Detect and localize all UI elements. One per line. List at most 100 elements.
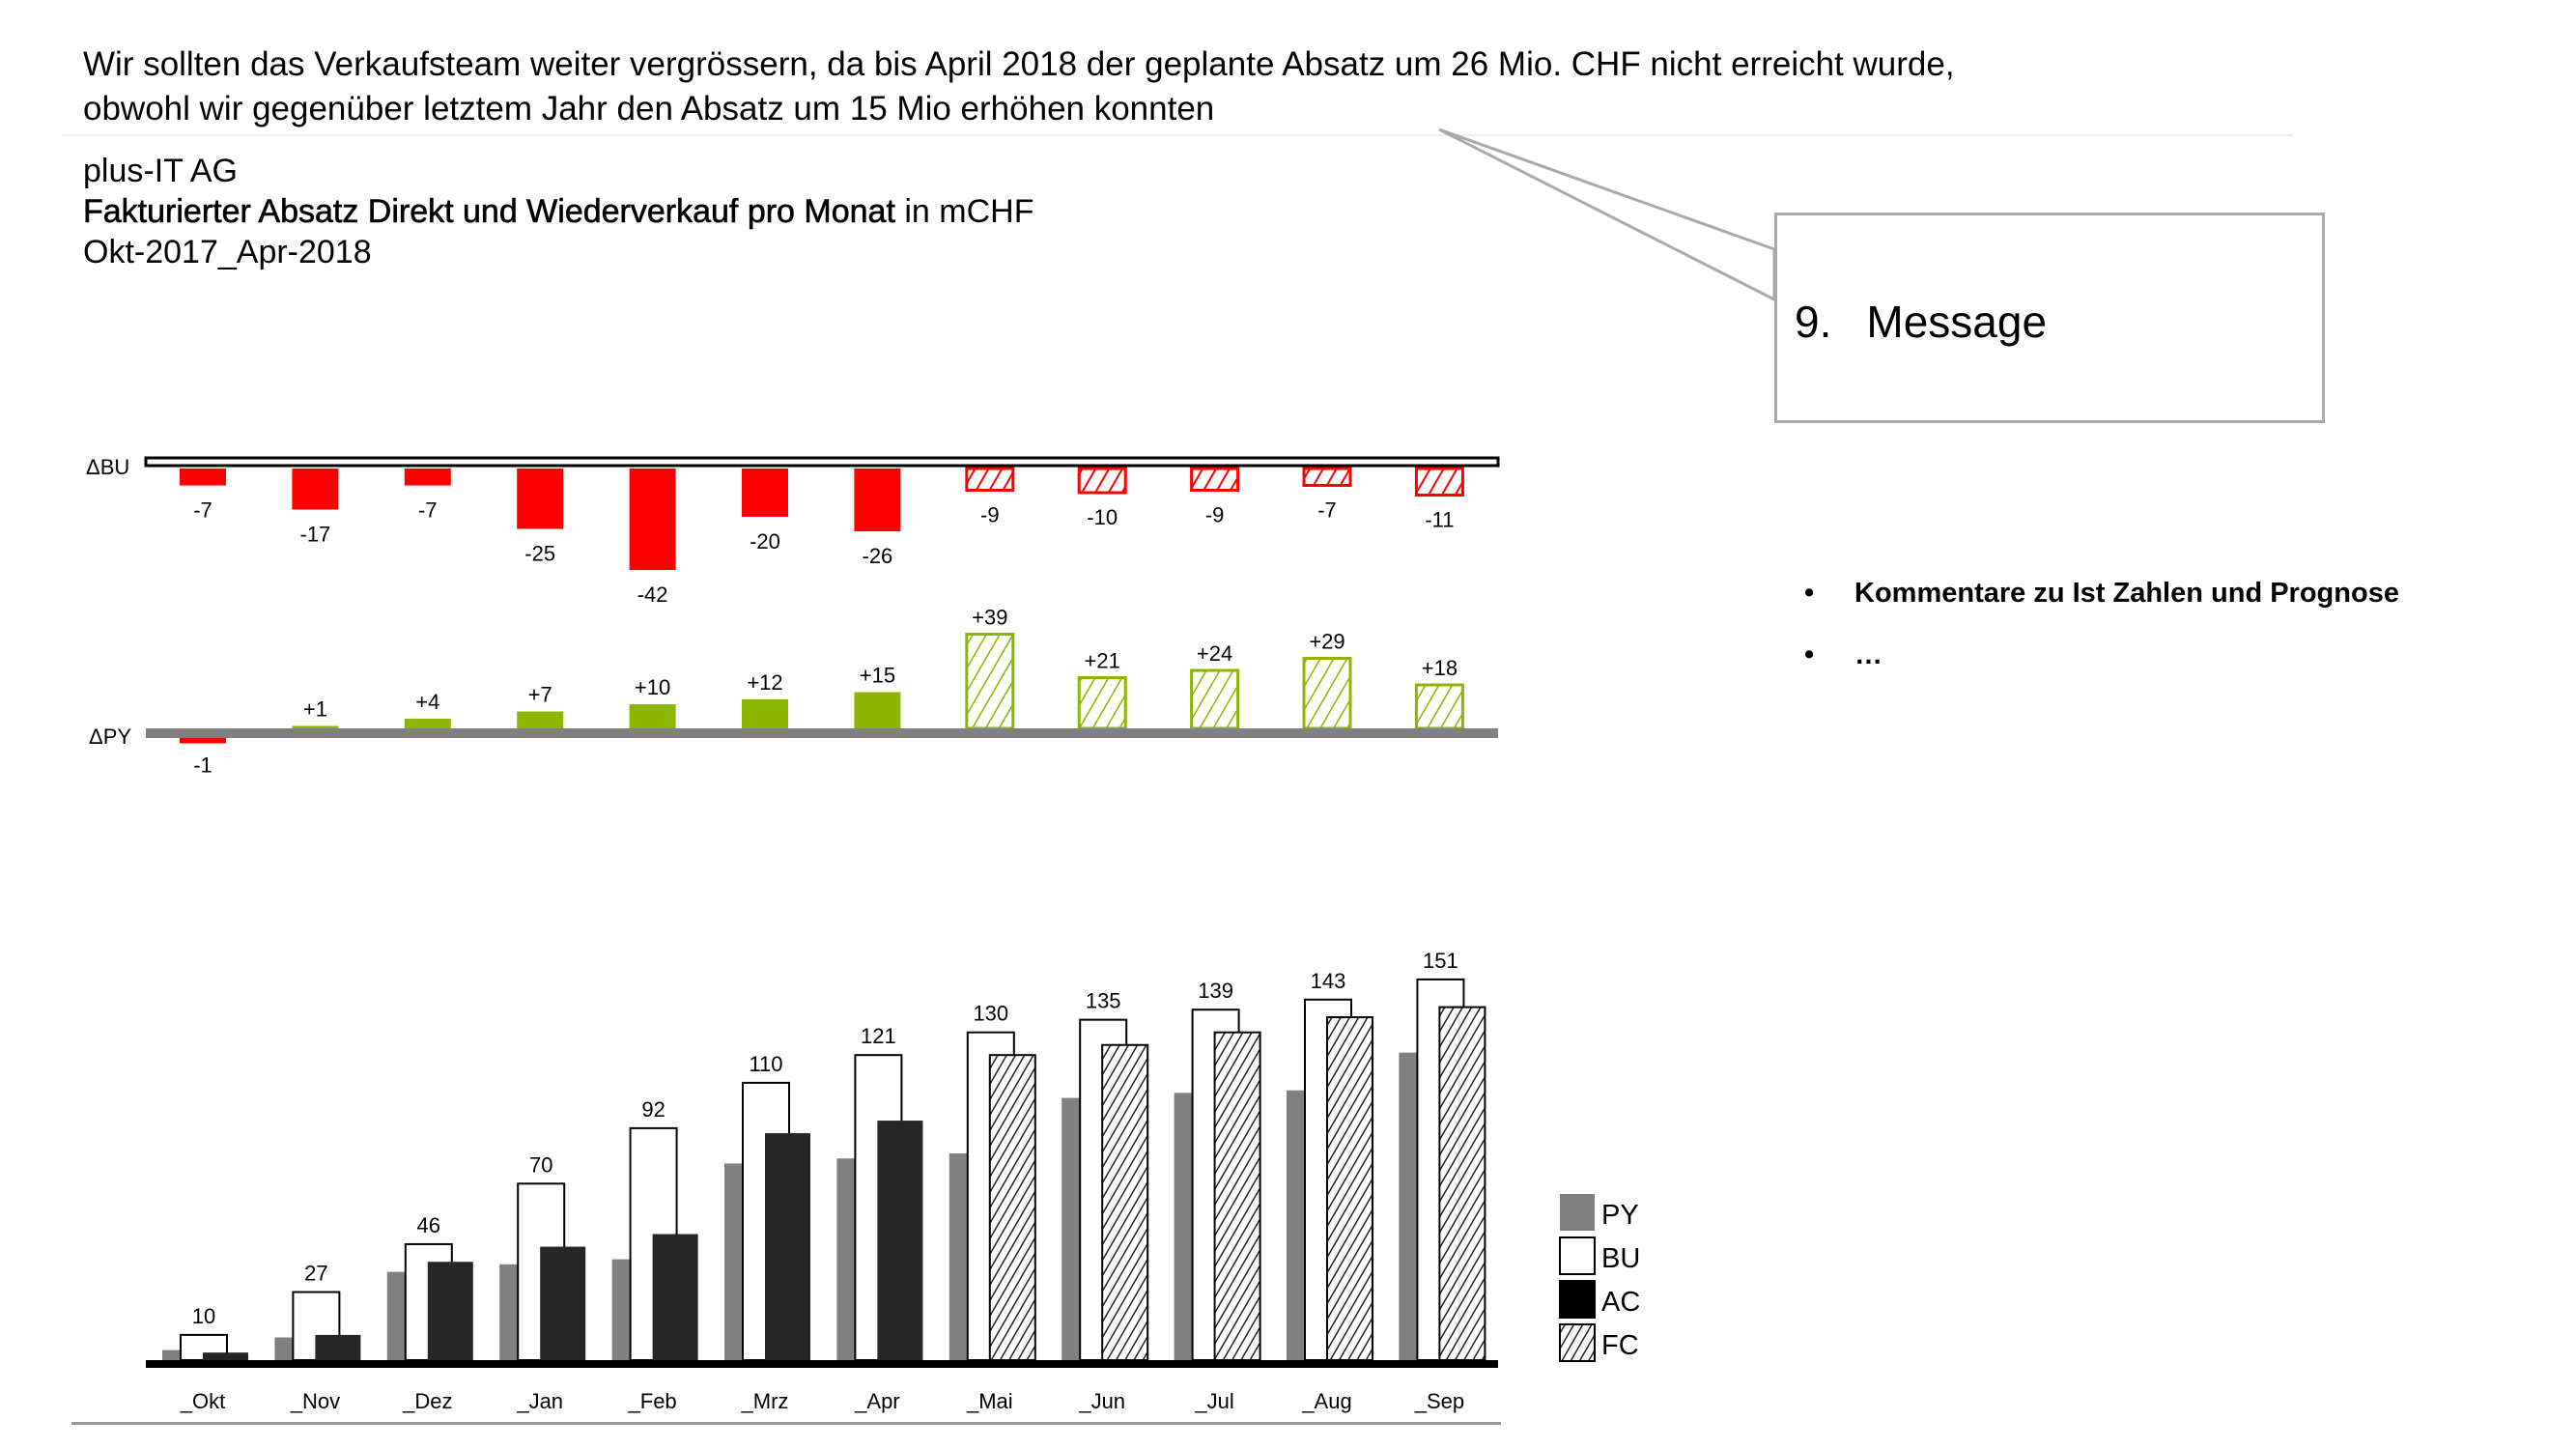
- delta-bu-label: -7: [1317, 498, 1337, 523]
- bu-value-label: 139: [1198, 979, 1233, 1003]
- py-bar: [1062, 1097, 1081, 1360]
- callout-label: Message: [1866, 297, 2048, 347]
- py-bar: [611, 1259, 631, 1360]
- delta-py-label: +29: [1309, 630, 1345, 654]
- delta-py-bar: [1302, 657, 1352, 730]
- py-bar: [386, 1271, 406, 1360]
- delta-py-label: +10: [635, 675, 670, 699]
- callout-pointer: [1438, 128, 1776, 302]
- py-bar: [274, 1337, 294, 1360]
- delta-bu-axis: [144, 456, 1500, 468]
- comment-item: …: [1854, 639, 1882, 670]
- ac-bar: [765, 1133, 810, 1360]
- fc-bar: [1101, 1043, 1149, 1361]
- chart-bottom-line: [71, 1422, 1501, 1425]
- delta-py-bar: [292, 725, 339, 728]
- bu-value-label: 10: [192, 1304, 215, 1328]
- delta-py-bar: [1077, 676, 1127, 730]
- delta-bu-bar: [965, 467, 1015, 492]
- message-callout-box: [1774, 213, 2325, 423]
- delta-py-bar: [854, 692, 901, 728]
- delta-py-label: +39: [972, 606, 1007, 630]
- ac-bar: [652, 1234, 698, 1360]
- delta-bu-label: -9: [980, 503, 1000, 527]
- delta-py-bar: [965, 633, 1015, 730]
- bu-value-label: 130: [973, 1002, 1008, 1026]
- bu-value-label: 143: [1311, 969, 1346, 993]
- month-label: _Okt: [180, 1389, 225, 1413]
- month-label: _Mai: [966, 1389, 1013, 1413]
- delta-bu-label: -7: [193, 498, 212, 523]
- delta-py-label: +21: [1085, 649, 1120, 673]
- x-axis: [146, 1360, 1498, 1368]
- bu-value-label: 27: [304, 1262, 327, 1286]
- py-bar: [1287, 1090, 1305, 1360]
- py-bar: [836, 1158, 856, 1360]
- delta-py-label: +24: [1197, 641, 1232, 666]
- headline-separator: [62, 134, 2293, 136]
- delta-bu-bar: [854, 469, 901, 531]
- legend-label-py: PY: [1601, 1200, 1639, 1231]
- fc-bar: [1438, 1006, 1486, 1361]
- legend-label-bu: BU: [1601, 1243, 1640, 1274]
- bu-value-label: 92: [641, 1097, 665, 1122]
- delta-py-label: +4: [415, 690, 439, 714]
- legend-label-fc: FC: [1601, 1330, 1639, 1361]
- delta-bu-bar: [1302, 467, 1352, 487]
- bu-value-label: 121: [861, 1024, 896, 1048]
- legend-label-ac: AC: [1601, 1287, 1640, 1318]
- ac-bar: [203, 1352, 248, 1360]
- delta-bu-bar: [1414, 467, 1464, 497]
- delta-bu-bar: [742, 469, 788, 517]
- bu-value-label: 46: [417, 1213, 440, 1237]
- py-bar: [724, 1163, 743, 1360]
- month-label: _Jul: [1194, 1389, 1233, 1413]
- delta-py-label: +1: [303, 697, 327, 722]
- delta-bu-bar: [180, 469, 226, 486]
- callout-number: 9.: [1795, 297, 1832, 347]
- legend-swatch-ac: [1559, 1280, 1596, 1319]
- month-label: _Nov: [290, 1389, 340, 1413]
- py-bar: [162, 1350, 181, 1360]
- bu-value-label: 135: [1086, 989, 1121, 1013]
- delta-bu-label: -11: [1425, 508, 1454, 532]
- fc-bar: [1326, 1016, 1373, 1362]
- ac-bar: [315, 1334, 361, 1360]
- delta-py-bar: [629, 704, 676, 728]
- company-name: plus-IT AG: [83, 153, 238, 189]
- fc-bar: [1213, 1031, 1261, 1361]
- py-bar: [1399, 1052, 1418, 1360]
- fc-bar: [988, 1054, 1036, 1361]
- message-callout-text: 9. Message: [1795, 296, 2081, 348]
- delta-bu-label: -42: [637, 582, 668, 607]
- delta-bu-bar: [404, 469, 451, 486]
- month-label: _Mrz: [741, 1389, 789, 1413]
- chart-period: Okt-2017_Apr-2018: [83, 234, 372, 270]
- delta-py-bar: [404, 719, 451, 728]
- month-label: _Jan: [516, 1389, 563, 1413]
- chart-title-main: Fakturierter Absatz Direkt und Wiederver…: [83, 193, 896, 231]
- month-label: _Sep: [1414, 1389, 1464, 1413]
- delta-py-label: +12: [747, 670, 782, 695]
- delta-bu-bar: [292, 469, 339, 510]
- delta-bu-label: -26: [863, 544, 893, 568]
- ac-bar: [427, 1262, 473, 1360]
- bullet-icon: •: [1804, 639, 1815, 670]
- delta-py-label: +18: [1422, 656, 1458, 680]
- chart-title-unit: in mCHF: [894, 193, 1034, 230]
- delta-bu-bar: [517, 469, 564, 529]
- comment-item: Kommentare zu Ist Zahlen und Prognose: [1854, 578, 2399, 609]
- delta-py-bar: [180, 738, 226, 744]
- bu-value-label: 70: [529, 1152, 552, 1177]
- bu-value-label: 110: [749, 1052, 782, 1076]
- ac-bar: [540, 1246, 586, 1360]
- delta-bu-bar: [1077, 467, 1127, 495]
- delta-py-bar: [517, 711, 564, 728]
- month-label: _Feb: [628, 1389, 677, 1413]
- month-label: _Jun: [1078, 1389, 1125, 1413]
- chart-title: Fakturierter Absatz Direkt und Wiederver…: [83, 193, 1034, 231]
- delta-bu-label: -9: [1205, 503, 1225, 527]
- delta-bu-axis-label: ΔBU: [86, 455, 129, 479]
- headline-line-1: Wir sollten das Verkaufsteam weiter verg…: [83, 45, 1955, 83]
- bu-value-label: 151: [1423, 949, 1458, 973]
